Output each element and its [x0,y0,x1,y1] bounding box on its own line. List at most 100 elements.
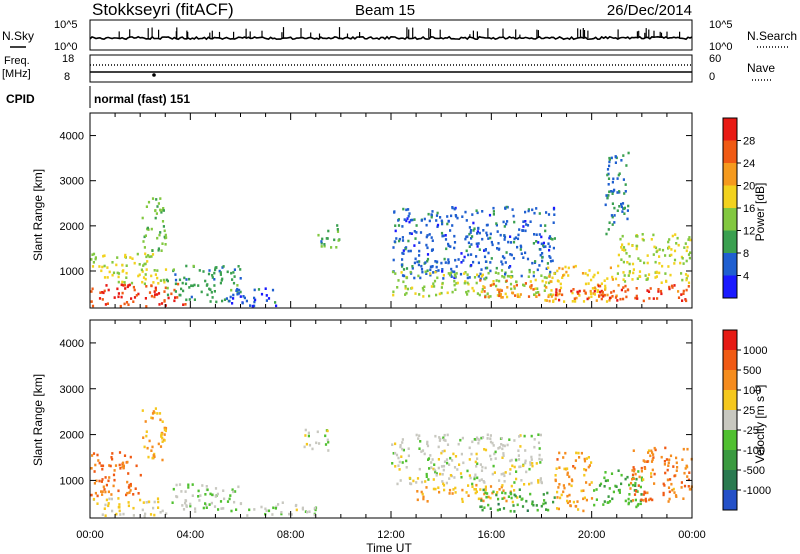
heatmap-cell [336,230,340,233]
heatmap-cell [518,435,521,438]
heatmap-cell [433,285,436,288]
heatmap-cell [412,479,415,483]
heatmap-cell [106,276,109,279]
heatmap-cell [219,271,222,274]
heatmap-cell [622,260,625,264]
heatmap-cell [202,506,205,510]
heatmap-cell [634,481,637,485]
heatmap-cell [668,287,671,291]
heatmap-cell [236,292,239,296]
heatmap-cell [640,476,643,480]
heatmap-cell [535,295,538,298]
x-tick-label: 00:00 [678,529,706,541]
heatmap-cell [422,289,425,292]
heatmap-cell [637,470,640,473]
heatmap-cell [157,247,160,250]
heatmap-cell [549,270,552,274]
heatmap-cell [611,192,614,195]
heatmap-cell [569,504,572,507]
heatmap-cell [673,258,677,262]
heatmap-cell [97,459,100,462]
heatmap-cell [463,281,466,285]
heatmap-cell [639,259,642,262]
heatmap-cell [476,462,479,465]
heatmap-cell [527,208,530,211]
heatmap-cell [560,493,563,497]
heatmap-cell [528,482,531,486]
heatmap-cell [122,461,125,465]
heatmap-cell [160,302,164,305]
heatmap-cell [128,484,131,487]
heatmap-cell [495,222,498,225]
heatmap-cell [239,277,242,280]
heatmap-cell [574,504,577,508]
heatmap-cell [160,433,163,436]
heatmap-cell [464,210,467,214]
heatmap-cell [637,257,640,260]
heatmap-cell [645,499,648,503]
heatmap-cell [101,467,104,471]
heatmap-cell [556,496,559,499]
heatmap-cell [492,210,495,213]
heatmap-cell [635,505,638,509]
heatmap-cell [254,298,257,302]
heatmap-cell [522,464,525,468]
heatmap-cell [415,481,418,484]
heatmap-cell [533,438,536,441]
heatmap-cell [547,508,550,512]
heatmap-cell [558,292,561,296]
heatmap-cell [652,233,655,237]
heatmap-cell [642,459,645,462]
heatmap-cell [454,491,457,494]
heatmap-cell [654,260,657,264]
heatmap-cell [236,287,239,291]
heatmap-cell [489,507,492,510]
heatmap-cell [519,434,522,437]
heatmap-cell [137,492,140,495]
heatmap-cell [510,458,513,462]
x-tick-label: 12:00 [377,529,405,541]
heatmap-cell [477,275,480,278]
heatmap-cell [654,246,658,250]
heatmap-cell [469,476,472,480]
heatmap-cell [132,514,135,517]
heatmap-cell [498,290,501,294]
heatmap-cell [601,290,604,294]
heatmap-cell [446,291,449,295]
heatmap-cell [394,451,397,455]
heatmap-cell [271,288,275,292]
heatmap-cell [434,270,437,274]
heatmap-cell [540,274,543,277]
heatmap-cell [549,293,552,296]
heatmap-cell [555,288,558,291]
heatmap-cell [614,296,618,299]
heatmap-cell [492,206,495,210]
heatmap-cell [533,211,536,215]
heatmap-cell [585,457,588,460]
y-tick-label: 4000 [60,131,84,143]
heatmap-cell [187,486,190,489]
heatmap-cell [318,442,321,445]
heatmap-cell [561,293,564,297]
heatmap-cell [503,444,506,448]
heatmap-cell [198,269,201,272]
x-tick-label: 04:00 [177,529,205,541]
heatmap-cell [666,468,669,472]
heatmap-cell [669,478,672,481]
heatmap-cell [610,156,613,160]
heatmap-cell [532,271,535,274]
heatmap-cell [280,511,283,514]
heatmap-cell [500,443,503,446]
heatmap-cell [241,301,244,305]
heatmap-cell [426,257,430,261]
heatmap-cell [426,440,429,444]
heatmap-cell [433,463,436,466]
heatmap-cell [100,480,103,483]
heatmap-cell [481,210,484,213]
heatmap-cell [655,275,658,278]
velocity-x-ticks [89,320,693,518]
heatmap-cell [437,458,440,461]
heatmap-cell [428,294,431,298]
heatmap-cell [209,288,212,291]
